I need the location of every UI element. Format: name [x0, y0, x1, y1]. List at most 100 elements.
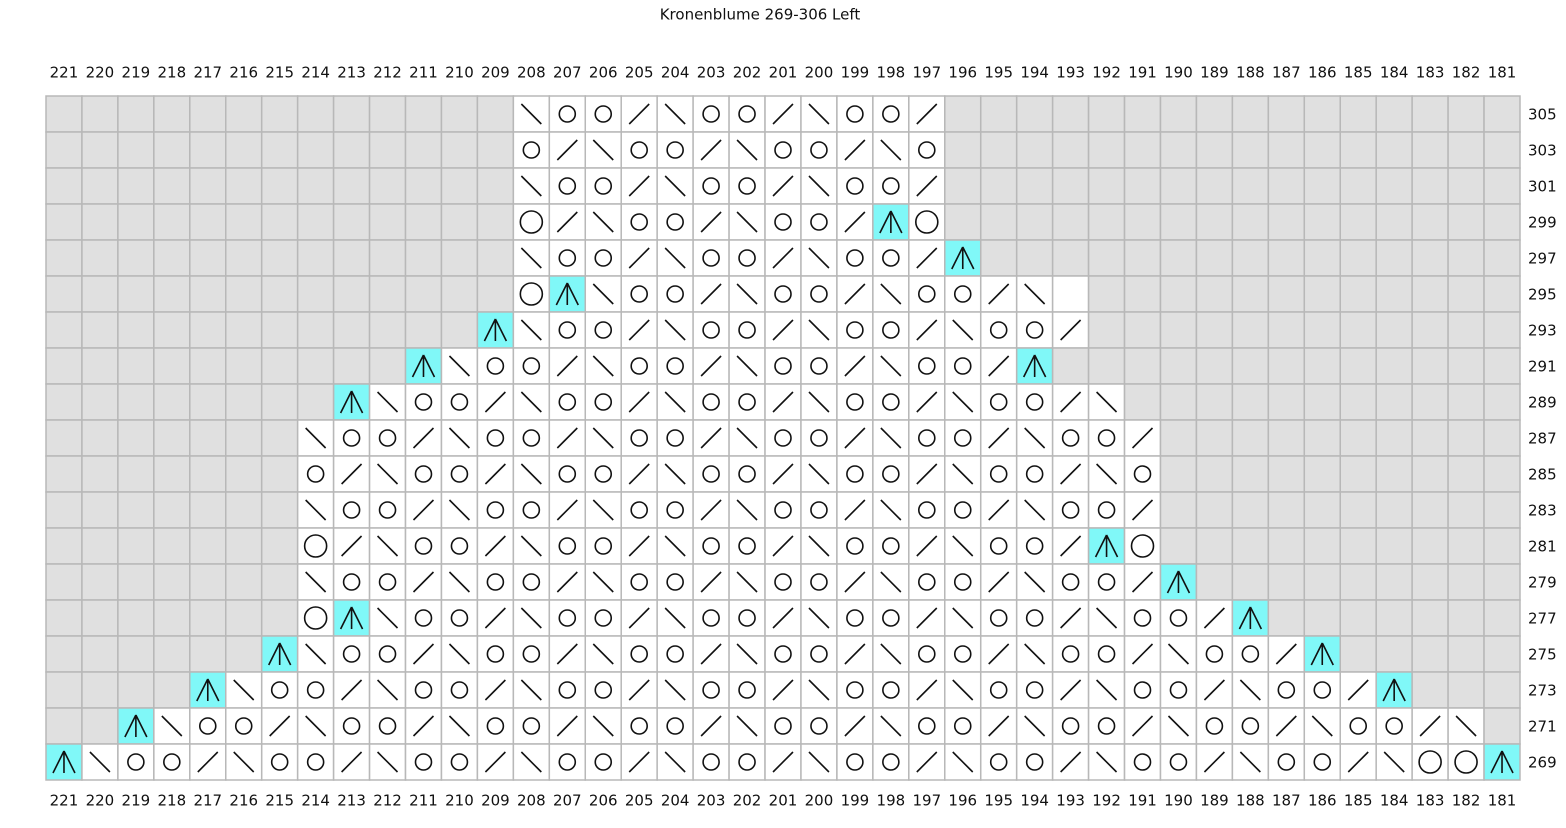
no-stitch-cell: [1195, 95, 1234, 133]
k2tog-symbol: [1131, 643, 1154, 665]
no-stitch-cell: [260, 527, 299, 565]
stitch-cell: [584, 239, 622, 277]
yarn-over-symbol: [630, 573, 648, 591]
ssk-symbol: [1096, 463, 1118, 485]
ssk-symbol: [736, 139, 758, 161]
stitch-cell: [872, 599, 910, 637]
k2tog-symbol: [412, 427, 435, 449]
no-stitch-cell: [332, 347, 371, 385]
k2tog-symbol: [988, 499, 1010, 521]
stitch-cell: [656, 419, 694, 457]
no-stitch-cell: [1411, 599, 1449, 637]
column-label: 196: [948, 64, 977, 82]
no-stitch-cell: [1159, 167, 1198, 205]
yarn-over-symbol: [303, 606, 328, 630]
stitch-cell: [548, 383, 587, 421]
stitch-cell: [548, 599, 587, 637]
k2tog-symbol: [1131, 499, 1154, 521]
yarn-over-symbol: [378, 717, 397, 735]
no-stitch-cell: [476, 167, 515, 205]
yarn-over-symbol: [1097, 717, 1116, 735]
stitch-cell: [979, 743, 1018, 781]
ssk-symbol: [233, 751, 255, 773]
stitch-cell: [800, 707, 838, 745]
k2tog-symbol: [700, 283, 722, 305]
k2tog-symbol: [1131, 715, 1154, 737]
stitch-cell: [872, 167, 910, 205]
stitch-cell: [620, 203, 658, 241]
yarn-over-symbol: [163, 753, 181, 771]
column-label: 195: [984, 64, 1013, 82]
row-label: 279: [1528, 574, 1557, 592]
column-label: 188: [1236, 64, 1265, 82]
stitch-cell: [1051, 491, 1090, 529]
no-stitch-cell: [45, 311, 83, 349]
k2tog-symbol: [988, 643, 1010, 665]
stitch-cell: [368, 491, 407, 529]
stitch-cell: [548, 671, 587, 709]
stitch-cell: [692, 95, 730, 133]
yarn-over-symbol: [342, 501, 361, 519]
ssk-symbol: [1096, 679, 1118, 701]
yarn-over-symbol: [882, 681, 900, 699]
k2tog-symbol: [700, 571, 722, 593]
column-label: 190: [1164, 792, 1193, 810]
column-label: 190: [1164, 64, 1193, 82]
stitch-cell: [404, 599, 443, 637]
no-stitch-cell: [296, 311, 335, 349]
no-stitch-cell: [117, 383, 155, 421]
k2tog-symbol: [1131, 427, 1154, 449]
yarn-over-symbol: [486, 717, 505, 735]
ssk-symbol: [808, 391, 830, 413]
yarn-over-symbol: [882, 753, 900, 771]
no-stitch-cell: [1303, 275, 1341, 313]
stitch-cell: [368, 419, 407, 457]
no-stitch-cell: [1015, 167, 1054, 205]
yarn-over-symbol: [522, 645, 541, 663]
no-stitch-cell: [1195, 167, 1234, 205]
no-stitch-cell: [1483, 527, 1521, 565]
k2tog-symbol: [1419, 715, 1441, 737]
k2tog-symbol: [1347, 679, 1369, 701]
k2tog-symbol: [628, 247, 650, 269]
yarn-over-symbol: [882, 465, 900, 483]
stitch-cell: [404, 671, 443, 709]
ssk-symbol: [592, 427, 614, 449]
no-stitch-cell: [1303, 455, 1341, 493]
no-stitch-cell: [45, 167, 83, 205]
ssk-symbol: [305, 715, 327, 737]
no-stitch-cell: [1411, 131, 1449, 169]
ssk-symbol: [880, 499, 902, 521]
yarn-over-symbol: [702, 537, 720, 555]
yarn-over-symbol: [666, 429, 684, 447]
stitch-cell: [979, 383, 1018, 421]
k2tog-symbol: [1347, 751, 1369, 773]
yarn-over-symbol: [846, 753, 864, 771]
yarn-over-symbol: [414, 393, 433, 411]
no-stitch-cell: [1483, 167, 1521, 205]
ssk-symbol: [664, 175, 686, 197]
stitch-cell: [584, 671, 622, 709]
no-stitch-cell: [1123, 275, 1162, 313]
no-stitch-cell: [1195, 527, 1234, 565]
ssk-symbol: [952, 751, 974, 773]
ssk-symbol: [952, 535, 974, 557]
no-stitch-cell: [1375, 599, 1413, 637]
ssk-symbol: [664, 751, 686, 773]
stitch-cell: [440, 671, 479, 709]
no-stitch-cell: [1087, 347, 1126, 385]
no-stitch-cell: [1051, 131, 1090, 169]
stitch-cell: [440, 527, 479, 565]
double-decrease-symbol: [879, 210, 903, 234]
yarn-over-symbol: [953, 573, 972, 591]
no-stitch-cell: [117, 95, 155, 133]
no-stitch-cell: [1447, 347, 1485, 385]
column-label: 200: [805, 792, 834, 810]
ssk-symbol: [520, 679, 542, 701]
yarn-over-symbol: [1025, 609, 1044, 627]
double-decrease-symbol: [1022, 354, 1047, 378]
no-stitch-cell: [225, 239, 263, 277]
no-stitch-cell: [1447, 95, 1485, 133]
yarn-over-symbol: [666, 717, 684, 735]
no-stitch-cell: [189, 203, 227, 241]
